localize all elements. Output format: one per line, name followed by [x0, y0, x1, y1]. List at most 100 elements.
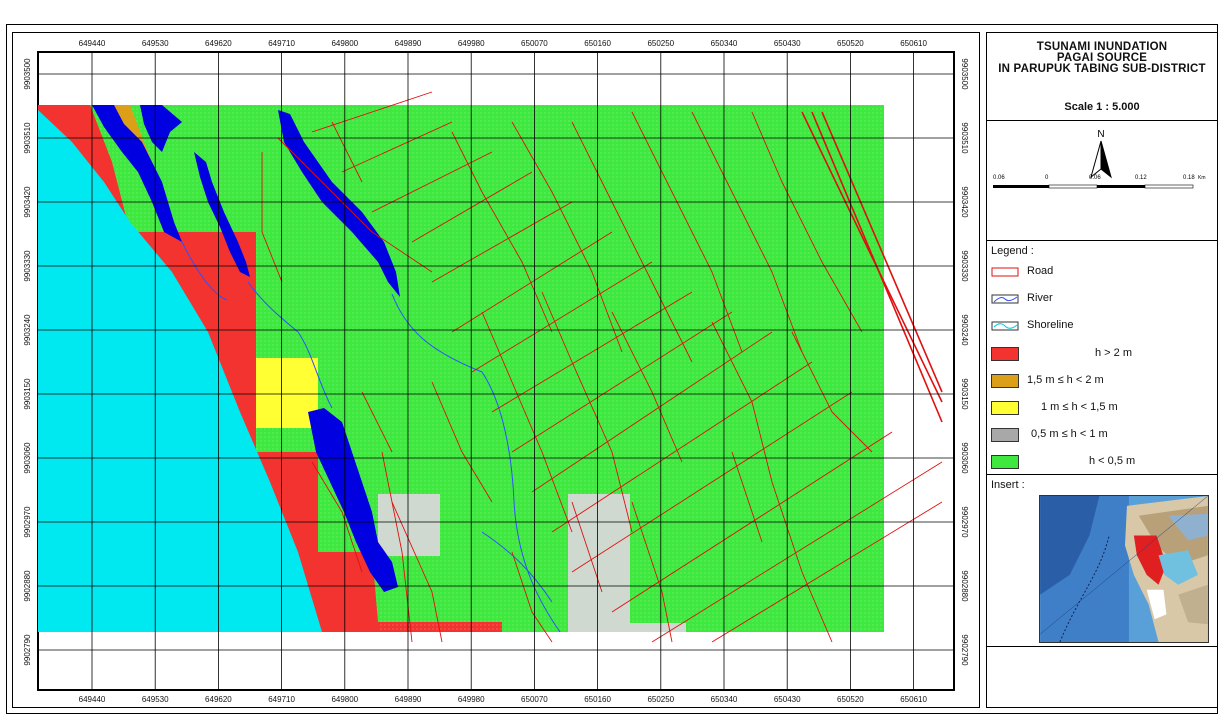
legend-label: 1 m ≤ h < 1,5 m [1041, 401, 1118, 413]
x-tick-label: 649710 [268, 695, 295, 704]
scalebar-label: 0.12 [1135, 175, 1147, 181]
legend-label: Shoreline [1027, 319, 1074, 331]
x-tick-label: 650070 [521, 695, 548, 704]
main-road [801, 111, 943, 423]
x-tick-label: 649440 [79, 39, 106, 48]
x-tick-label: 649710 [268, 39, 295, 48]
zone-h-0-5-1-b [568, 494, 630, 632]
legend-swatch [991, 455, 1019, 469]
insert-block: Insert : [987, 475, 1217, 647]
legend-heading: Legend : [991, 245, 1034, 257]
scalebar-label: 0.06 [993, 175, 1005, 181]
x-tick-label: 650160 [584, 39, 611, 48]
sea-area [38, 110, 322, 632]
x-tick-label: 650610 [900, 39, 927, 48]
title-line-3: IN PARUPUK TABING SUB-DISTRICT [998, 63, 1206, 75]
x-tick-label: 650070 [521, 39, 548, 48]
x-tick-label: 650430 [774, 39, 801, 48]
x-tick-label: 650520 [837, 695, 864, 704]
legend-row-h-lt-0-5: h < 0,5 m [991, 453, 1213, 471]
title-line-1: TSUNAMI INUNDATION [1036, 41, 1168, 53]
x-tick-label: 649620 [205, 695, 232, 704]
legend-row-river: River [991, 290, 1213, 308]
insert-location-map [1039, 495, 1209, 643]
y-tick-label-right: 9902970 [960, 506, 969, 538]
map-title-block: TSUNAMI INUNDATION PAGAI SOURCE IN PARUP… [987, 33, 1217, 121]
river-body-3 [278, 110, 400, 297]
legend-label: 1,5 m ≤ h < 2 m [1027, 374, 1104, 386]
x-tick-label: 649980 [458, 39, 485, 48]
x-tick-label: 649440 [79, 695, 106, 704]
legend-label: Road [1027, 265, 1054, 277]
x-tick-label: 649980 [458, 695, 485, 704]
x-tick-label: 649800 [331, 695, 358, 704]
legend-label: h < 0,5 m [1089, 455, 1136, 467]
y-tick-label: 9903330 [23, 250, 32, 282]
insert-label: Insert : [991, 479, 1025, 491]
legend-label: River [1027, 292, 1053, 304]
river-body-1 [92, 105, 182, 242]
inundation-map: 649440 649530 649620 649710 649800 649890 6499… [23, 39, 969, 704]
y-tick-label: 9903500 [23, 58, 32, 90]
legend-row-h-0-5-1: 0,5 m ≤ h < 1 m [991, 426, 1213, 444]
zone-h-0-5-1-a [378, 494, 440, 556]
y-tick-label-right: 9903240 [960, 314, 969, 346]
x-tick-label: 649800 [331, 39, 358, 48]
scalebar-label: 0.06 [1089, 175, 1101, 181]
x-tick-label: 650250 [647, 39, 674, 48]
legend-block: Legend : Road River Shoreline h > 2 m 1,… [987, 241, 1217, 475]
y-tick-label-right: 9903510 [960, 122, 969, 154]
y-tick-label: 9902880 [23, 570, 32, 602]
road-network [261, 91, 943, 643]
north-label: N [1097, 129, 1104, 140]
y-tick-label: 9903150 [23, 378, 32, 410]
legend-row-h-gt-2: h > 2 m [991, 345, 1213, 363]
x-tick-label: 650340 [711, 695, 738, 704]
river-lines [181, 241, 561, 633]
y-tick-label-right: 9903420 [960, 186, 969, 218]
y-tick-label-right: 9902880 [960, 570, 969, 602]
legend-swatch [991, 374, 1019, 388]
legend-swatch [991, 401, 1019, 415]
y-tick-label-right: 9903060 [960, 442, 969, 474]
x-tick-label: 650250 [647, 695, 674, 704]
scale-text: Scale 1 : 5.000 [1064, 101, 1140, 113]
legend-label: 0,5 m ≤ h < 1 m [1031, 428, 1108, 440]
legend-swatch [991, 347, 1019, 361]
empty-panel-section [987, 647, 1217, 707]
river-body-2 [194, 152, 250, 277]
y-tick-label-right: 9903500 [960, 58, 969, 90]
x-tick-label: 649530 [142, 39, 169, 48]
y-tick-label: 9902790 [23, 634, 32, 666]
coordinate-grid [38, 52, 954, 690]
y-tick-label: 9902970 [23, 506, 32, 538]
x-tick-label: 650520 [837, 39, 864, 48]
x-tick-label: 650340 [711, 39, 738, 48]
x-tick-label: 650160 [584, 695, 611, 704]
x-tick-label: 649890 [395, 39, 422, 48]
river-symbol-icon [991, 294, 1019, 304]
title-line-2: PAGAI SOURCE [1056, 52, 1148, 64]
y-tick-label: 9903060 [23, 442, 32, 474]
y-tick-label: 9903420 [23, 186, 32, 218]
north-arrow-icon [1090, 140, 1112, 179]
x-tick-label: 650610 [900, 695, 927, 704]
y-tick-label-right: 9903330 [960, 250, 969, 282]
x-tick-label: 649620 [205, 39, 232, 48]
legend-swatch [991, 428, 1019, 442]
scale-bar: 0.06 0 0.06 0.12 0.18 Km [993, 175, 1206, 189]
y-tick-label-right: 9903150 [960, 378, 969, 410]
road-symbol-icon [991, 267, 1019, 277]
legend-label: h > 2 m [1095, 347, 1132, 359]
legend-row-shoreline: Shoreline [991, 317, 1213, 335]
zone-h-1-1-5 [256, 358, 318, 428]
x-tick-label: 649530 [142, 695, 169, 704]
x-tick-label: 650430 [774, 695, 801, 704]
legend-panel: TSUNAMI INUNDATION PAGAI SOURCE IN PARUP… [986, 32, 1218, 708]
river-body-4 [308, 408, 398, 592]
y-tick-label: 9903510 [23, 122, 32, 154]
scalebar-label: 0.18 [1183, 175, 1195, 181]
shoreline-symbol-icon [991, 321, 1019, 331]
x-tick-label: 649890 [395, 695, 422, 704]
legend-row-road: Road [991, 263, 1213, 281]
